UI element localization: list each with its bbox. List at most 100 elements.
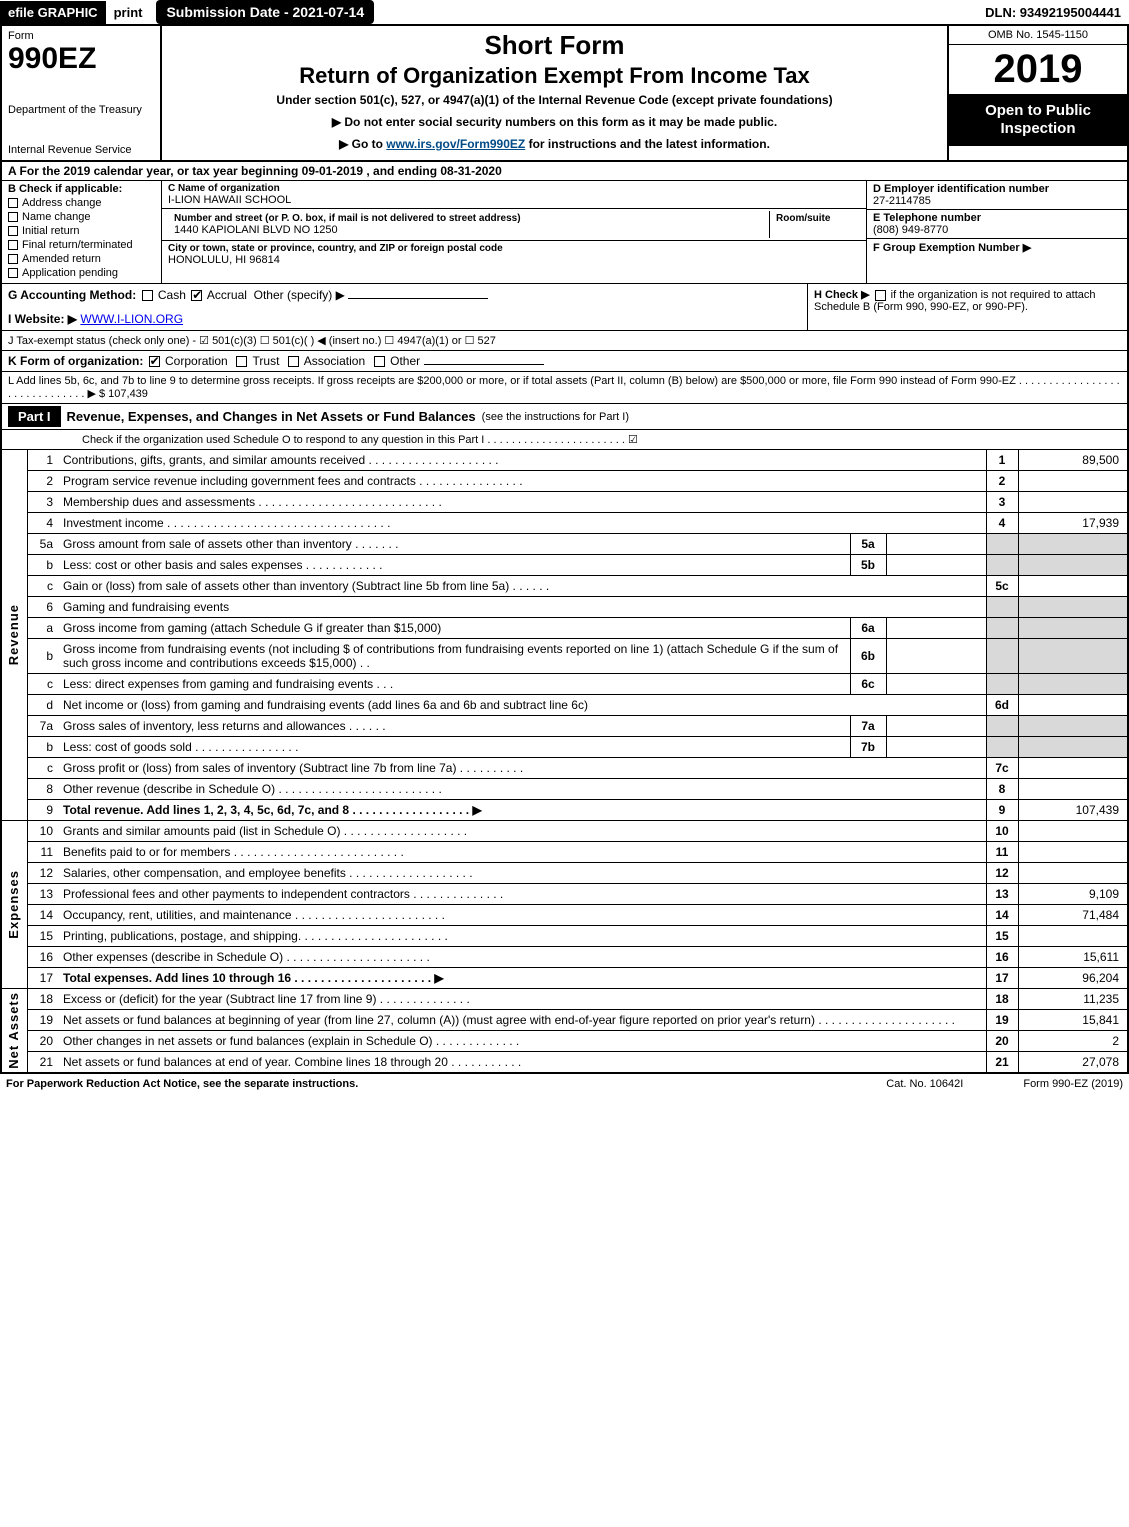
line-5c-rno: 5c — [986, 576, 1018, 597]
line-15-desc: Printing, publications, postage, and shi… — [59, 926, 986, 947]
corp-label: Corporation — [165, 354, 228, 368]
omb-number: OMB No. 1545-1150 — [949, 26, 1127, 45]
chk-corporation[interactable] — [149, 356, 160, 367]
line-5c-val — [1018, 576, 1128, 597]
line-6c-no: c — [27, 674, 59, 695]
line-7c-desc: Gross profit or (loss) from sales of inv… — [59, 758, 986, 779]
line-3-val — [1018, 492, 1128, 513]
chk-schedule-b[interactable] — [875, 290, 886, 301]
line-20-rno: 20 — [986, 1031, 1018, 1052]
chk-address-change[interactable]: Address change — [8, 197, 155, 209]
line-7a-rval-grey — [1018, 716, 1128, 737]
open-public-badge: Open to Public Inspection — [949, 94, 1127, 146]
line-14-rno: 14 — [986, 905, 1018, 926]
chk-cash[interactable] — [142, 290, 153, 301]
line-5a-rval-grey — [1018, 534, 1128, 555]
line-11-desc: Benefits paid to or for members . . . . … — [59, 842, 986, 863]
efile-label: efile GRAPHIC — [0, 1, 106, 24]
line-15-rno: 15 — [986, 926, 1018, 947]
line-5b-rval-grey — [1018, 555, 1128, 576]
col-b-checkboxes: B Check if applicable: Address change Na… — [2, 181, 162, 283]
line-2-no: 2 — [27, 471, 59, 492]
line-6a-rno-grey — [986, 618, 1018, 639]
line-6b-rno-grey — [986, 639, 1018, 674]
row-l-gross-receipts: L Add lines 5b, 6c, and 7b to line 9 to … — [0, 372, 1129, 404]
line-17: 17 Total expenses. Add lines 10 through … — [1, 968, 1128, 989]
header-right: OMB No. 1545-1150 2019 Open to Public In… — [947, 26, 1127, 160]
l-value: 107,439 — [108, 388, 148, 400]
line-7c-no: c — [27, 758, 59, 779]
line-2-val — [1018, 471, 1128, 492]
line-8-no: 8 — [27, 779, 59, 800]
line-1-rno: 1 — [986, 450, 1018, 471]
h-label-1: H Check ▶ — [814, 289, 870, 301]
phone-label: E Telephone number — [873, 212, 1121, 224]
goto-pre: ▶ Go to — [339, 137, 386, 151]
chk-address-change-label: Address change — [22, 197, 102, 209]
line-7b: b Less: cost of goods sold . . . . . . .… — [1, 737, 1128, 758]
form-number: 990EZ — [8, 42, 154, 76]
line-12-rno: 12 — [986, 863, 1018, 884]
line-11-rno: 11 — [986, 842, 1018, 863]
line-5a-no: 5a — [27, 534, 59, 555]
chk-other-org[interactable] — [374, 356, 385, 367]
line-5b-ino: 5b — [850, 555, 886, 576]
line-2-desc: Program service revenue including govern… — [59, 471, 986, 492]
line-10-val — [1018, 821, 1128, 842]
chk-final-return[interactable]: Final return/terminated — [8, 239, 155, 251]
line-9-rno: 9 — [986, 800, 1018, 821]
org-name-cell: C Name of organization I-LION HAWAII SCH… — [162, 181, 866, 209]
line-16-val: 15,611 — [1018, 947, 1128, 968]
chk-initial-return[interactable]: Initial return — [8, 225, 155, 237]
side-net-assets-label: Net Assets — [6, 992, 21, 1069]
form-header: Form 990EZ Department of the Treasury In… — [0, 26, 1129, 162]
top-bar: efile GRAPHIC print Submission Date - 20… — [0, 0, 1129, 26]
website-link[interactable]: WWW.I-LION.ORG — [80, 312, 183, 326]
line-16-rno: 16 — [986, 947, 1018, 968]
line-5b: b Less: cost or other basis and sales ex… — [1, 555, 1128, 576]
part-1-note: (see the instructions for Part I) — [482, 411, 629, 423]
line-4: 4 Investment income . . . . . . . . . . … — [1, 513, 1128, 534]
line-14-no: 14 — [27, 905, 59, 926]
line-3-rno: 3 — [986, 492, 1018, 513]
line-4-rno: 4 — [986, 513, 1018, 534]
chk-association[interactable] — [288, 356, 299, 367]
line-6a: a Gross income from gaming (attach Sched… — [1, 618, 1128, 639]
line-1-val: 89,500 — [1018, 450, 1128, 471]
main-title: Return of Organization Exempt From Incom… — [168, 63, 941, 89]
chk-application-pending[interactable]: Application pending — [8, 267, 155, 279]
chk-name-change[interactable]: Name change — [8, 211, 155, 223]
line-5c-desc: Gain or (loss) from sale of assets other… — [59, 576, 986, 597]
h-schedule-b: H Check ▶ if the organization is not req… — [807, 284, 1127, 330]
chk-initial-return-label: Initial return — [22, 225, 79, 237]
dln-label: DLN: 93492195004441 — [977, 1, 1129, 24]
line-6c-rval-grey — [1018, 674, 1128, 695]
line-10-no: 10 — [27, 821, 59, 842]
line-16-desc: Other expenses (describe in Schedule O) … — [59, 947, 986, 968]
line-17-rno: 17 — [986, 968, 1018, 989]
irs-link[interactable]: www.irs.gov/Form990EZ — [386, 137, 525, 151]
side-revenue-label: Revenue — [6, 604, 21, 665]
chk-trust[interactable] — [236, 356, 247, 367]
line-5a-ival — [886, 534, 986, 555]
line-19: 19 Net assets or fund balances at beginn… — [1, 1010, 1128, 1031]
line-16-no: 16 — [27, 947, 59, 968]
print-link[interactable]: print — [106, 1, 151, 24]
line-15-no: 15 — [27, 926, 59, 947]
line-6c-desc: Less: direct expenses from gaming and fu… — [59, 674, 850, 695]
street-value: 1440 KAPIOLANI BLVD NO 1250 — [174, 224, 763, 236]
line-2-rno: 2 — [986, 471, 1018, 492]
line-14: 14 Occupancy, rent, utilities, and maint… — [1, 905, 1128, 926]
line-4-desc: Investment income . . . . . . . . . . . … — [59, 513, 986, 534]
page-footer: For Paperwork Reduction Act Notice, see … — [0, 1074, 1129, 1094]
chk-accrual[interactable] — [191, 290, 202, 301]
line-5c-no: c — [27, 576, 59, 597]
line-5b-ival — [886, 555, 986, 576]
line-7a: 7a Gross sales of inventory, less return… — [1, 716, 1128, 737]
short-form-title: Short Form — [168, 30, 941, 61]
line-6a-ival — [886, 618, 986, 639]
col-def: D Employer identification number 27-2114… — [867, 181, 1127, 283]
chk-amended-return[interactable]: Amended return — [8, 253, 155, 265]
line-6-rno-grey — [986, 597, 1018, 618]
line-8-val — [1018, 779, 1128, 800]
